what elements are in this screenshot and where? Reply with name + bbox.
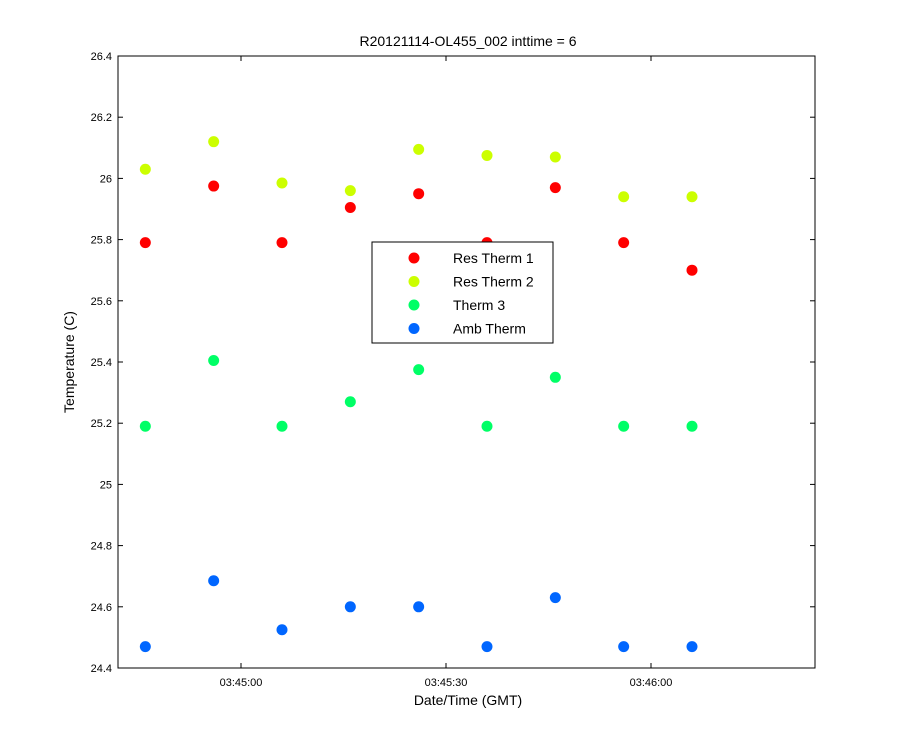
y-tick-label: 26.4 <box>91 51 112 63</box>
data-point-series-4 <box>208 575 220 587</box>
x-tick-label: 03:45:00 <box>220 677 263 689</box>
data-point-series-3 <box>481 420 493 432</box>
chart-title: R20121114-OL455_002 inttime = 6 <box>359 33 576 49</box>
y-tick-label: 24.6 <box>91 602 112 614</box>
data-point-series-3 <box>139 420 151 432</box>
x-axis-title: Date/Time (GMT) <box>414 692 522 708</box>
data-point-series-2 <box>618 191 630 203</box>
data-point-series-2 <box>413 143 425 155</box>
data-points <box>139 136 698 653</box>
data-point-series-2 <box>139 163 151 175</box>
x-tick-label: 03:46:00 <box>630 677 673 689</box>
data-point-series-1 <box>549 182 561 194</box>
data-point-series-1 <box>686 264 698 276</box>
y-tick-label: 25 <box>100 479 112 491</box>
y-tick-label: 24.8 <box>91 541 112 553</box>
data-point-series-4 <box>686 641 698 653</box>
data-point-series-3 <box>618 420 630 432</box>
axes-box <box>117 55 816 669</box>
y-axis-title: Temperature (C) <box>61 311 77 413</box>
x-tick-label: 03:45:30 <box>425 677 468 689</box>
data-point-series-1 <box>344 201 356 213</box>
legend-marker <box>408 299 420 311</box>
legend-label: Res Therm 2 <box>453 274 534 290</box>
plot-area <box>117 55 816 669</box>
data-point-series-4 <box>618 641 630 653</box>
data-point-series-2 <box>344 185 356 197</box>
data-point-series-2 <box>549 151 561 163</box>
data-point-series-1 <box>208 180 220 192</box>
legend-box <box>371 241 554 344</box>
y-axis: 24.4 24.6 24.8 25 25.2 25.4 25.6 25.8 26 26.2 26.4 <box>91 51 815 675</box>
data-point-series-3 <box>686 420 698 432</box>
data-point-series-4 <box>344 601 356 613</box>
data-point-series-4 <box>549 592 561 604</box>
data-point-series-3 <box>549 371 561 383</box>
data-point-series-2 <box>208 136 220 148</box>
y-tick-label: 26.2 <box>91 112 112 124</box>
data-point-series-3 <box>413 364 425 376</box>
data-point-series-3 <box>208 354 220 366</box>
data-point-series-2 <box>276 177 288 189</box>
y-tick-label: 25.4 <box>91 357 112 369</box>
y-tick-label: 24.4 <box>91 663 112 675</box>
y-tick-label: 25.2 <box>91 418 112 430</box>
data-point-series-4 <box>139 641 151 653</box>
data-point-series-2 <box>481 149 493 161</box>
data-point-series-1 <box>618 237 630 249</box>
legend-label: Amb Therm <box>453 321 526 337</box>
data-point-series-4 <box>413 601 425 613</box>
data-point-series-4 <box>481 641 493 653</box>
legend: Res Therm 1 Res Therm 2 Therm 3 Amb Therm <box>371 241 554 344</box>
data-point-series-4 <box>276 624 288 636</box>
y-tick-label: 25.8 <box>91 235 112 247</box>
legend-marker <box>408 252 420 264</box>
data-point-series-1 <box>139 237 151 249</box>
legend-marker <box>408 276 420 287</box>
legend-marker <box>408 323 420 334</box>
data-point-series-3 <box>276 420 288 432</box>
y-tick-label: 25.6 <box>91 296 112 308</box>
legend-label: Res Therm 1 <box>453 250 534 266</box>
data-point-series-1 <box>276 237 288 249</box>
legend-label: Therm 3 <box>453 297 505 313</box>
data-point-series-1 <box>413 188 425 200</box>
data-point-series-2 <box>686 191 698 203</box>
data-point-series-3 <box>344 396 356 408</box>
y-tick-label: 26 <box>100 173 112 185</box>
x-axis: 03:45:00 03:45:30 03:46:00 <box>220 56 673 689</box>
